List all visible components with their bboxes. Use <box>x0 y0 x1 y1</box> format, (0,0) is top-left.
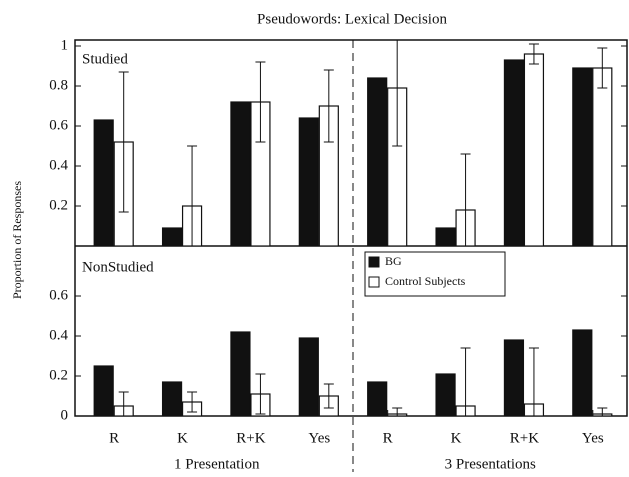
y-tick-label: 0.2 <box>49 197 68 213</box>
bar <box>93 365 114 416</box>
y-tick-label: 1 <box>61 37 69 53</box>
y-tick-label: 0.4 <box>49 327 68 343</box>
bar <box>93 119 114 246</box>
y-tick-label: 0 <box>61 407 69 423</box>
x-tick-label: R+K <box>236 430 265 446</box>
bar <box>161 381 183 416</box>
bar <box>367 381 388 416</box>
bar <box>592 67 613 246</box>
bar <box>161 227 183 246</box>
panel-label: Studied <box>82 51 128 67</box>
bar <box>230 101 251 246</box>
bar <box>298 117 319 246</box>
bar <box>523 53 545 246</box>
legend-label: BG <box>385 254 402 268</box>
y-tick-label: 0.8 <box>49 77 68 93</box>
bar <box>367 77 388 246</box>
x-tick-label: K <box>177 430 188 446</box>
bars <box>93 329 613 416</box>
y-axis-label: Proportion of Responses <box>10 181 24 299</box>
y-tick-label: 0.6 <box>49 287 68 303</box>
x-tick-label: R <box>383 430 393 446</box>
y-tick-label: 0.2 <box>49 367 68 383</box>
x-tick-label: K <box>451 430 462 446</box>
legend-label: Control Subjects <box>385 274 466 288</box>
x-tick-label: R <box>109 430 119 446</box>
legend-box <box>364 251 506 297</box>
y-tick-label: 0.4 <box>49 157 68 173</box>
panel-label: NonStudied <box>82 259 154 275</box>
bar <box>572 67 593 246</box>
bar <box>572 329 593 416</box>
bar <box>503 339 525 416</box>
legend-swatch <box>368 276 380 288</box>
bar <box>230 331 251 416</box>
bar <box>298 337 319 416</box>
bar <box>435 227 456 246</box>
x-tick-label: Yes <box>308 430 330 446</box>
chart-title: Pseudowords: Lexical Decision <box>257 11 447 27</box>
frame <box>74 39 628 417</box>
legend-swatch <box>368 256 380 268</box>
bar <box>503 59 525 246</box>
bars <box>93 40 613 246</box>
x-tick-label: R+K <box>510 430 539 446</box>
y-tick-label: 0.6 <box>49 117 68 133</box>
group-label: 3 Presentations <box>445 456 536 472</box>
group-label: 1 Presentation <box>174 456 260 472</box>
x-tick-label: Yes <box>582 430 604 446</box>
bar <box>435 373 456 416</box>
